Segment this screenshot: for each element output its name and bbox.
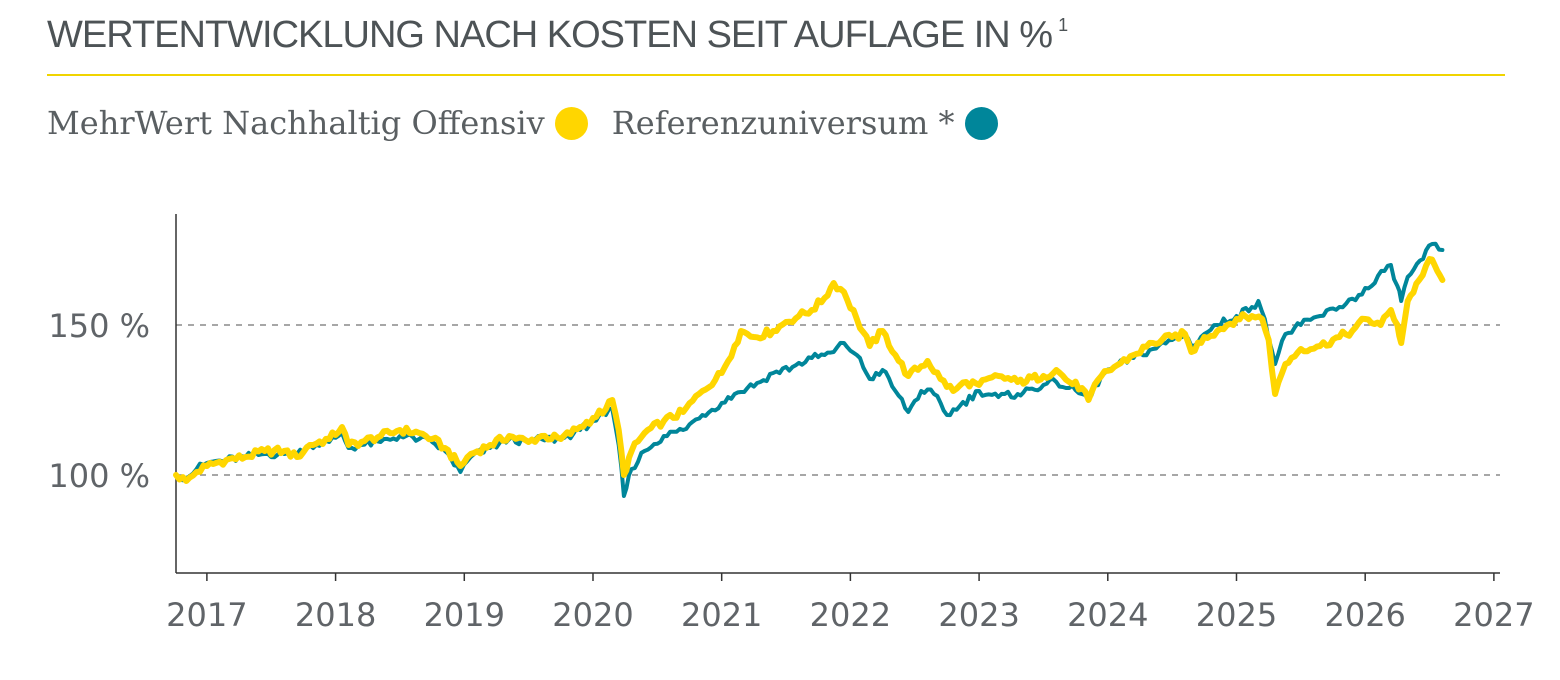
x-tick-label-2024: 2024 xyxy=(1067,596,1148,634)
series-line-fund xyxy=(173,256,1446,484)
x-tick-label-2021: 2021 xyxy=(681,596,762,634)
legend-label-reference: Referenzuniversum * xyxy=(611,104,955,142)
chart-title: WERTENTWICKLUNG NACH KOSTEN SEIT AUFLAGE… xyxy=(47,14,1068,57)
chart-legend: MehrWert Nachhaltig Offensiv Referenzuni… xyxy=(47,104,1022,142)
legend-item-fund: MehrWert Nachhaltig Offensiv xyxy=(47,104,588,142)
x-tick-label-2022: 2022 xyxy=(810,596,891,634)
x-tick-label-2018: 2018 xyxy=(295,596,376,634)
legend-item-reference: Referenzuniversum * xyxy=(612,104,998,142)
footnote-mark: 1 xyxy=(1058,15,1068,35)
y-tick-label-150: 150 % xyxy=(48,307,150,345)
legend-swatch-reference xyxy=(964,106,998,140)
x-tick-label-2017: 2017 xyxy=(166,596,247,634)
y-tick-label-100: 100 % xyxy=(48,457,150,495)
x-tick-label-2023: 2023 xyxy=(938,596,1019,634)
legend-label-fund: MehrWert Nachhaltig Offensiv xyxy=(47,104,545,142)
x-tick-label-2026: 2026 xyxy=(1324,596,1405,634)
series-line-reference xyxy=(174,241,1445,498)
chart-title-text: WERTENTWICKLUNG NACH KOSTEN SEIT AUFLAGE… xyxy=(47,14,1053,56)
x-tick-label-2025: 2025 xyxy=(1196,596,1277,634)
title-underline xyxy=(47,74,1505,76)
x-tick-label-2019: 2019 xyxy=(424,596,505,634)
legend-swatch-fund xyxy=(554,106,588,140)
x-tick-label-2020: 2020 xyxy=(552,596,633,634)
x-tick-label-2027: 2027 xyxy=(1453,596,1534,634)
